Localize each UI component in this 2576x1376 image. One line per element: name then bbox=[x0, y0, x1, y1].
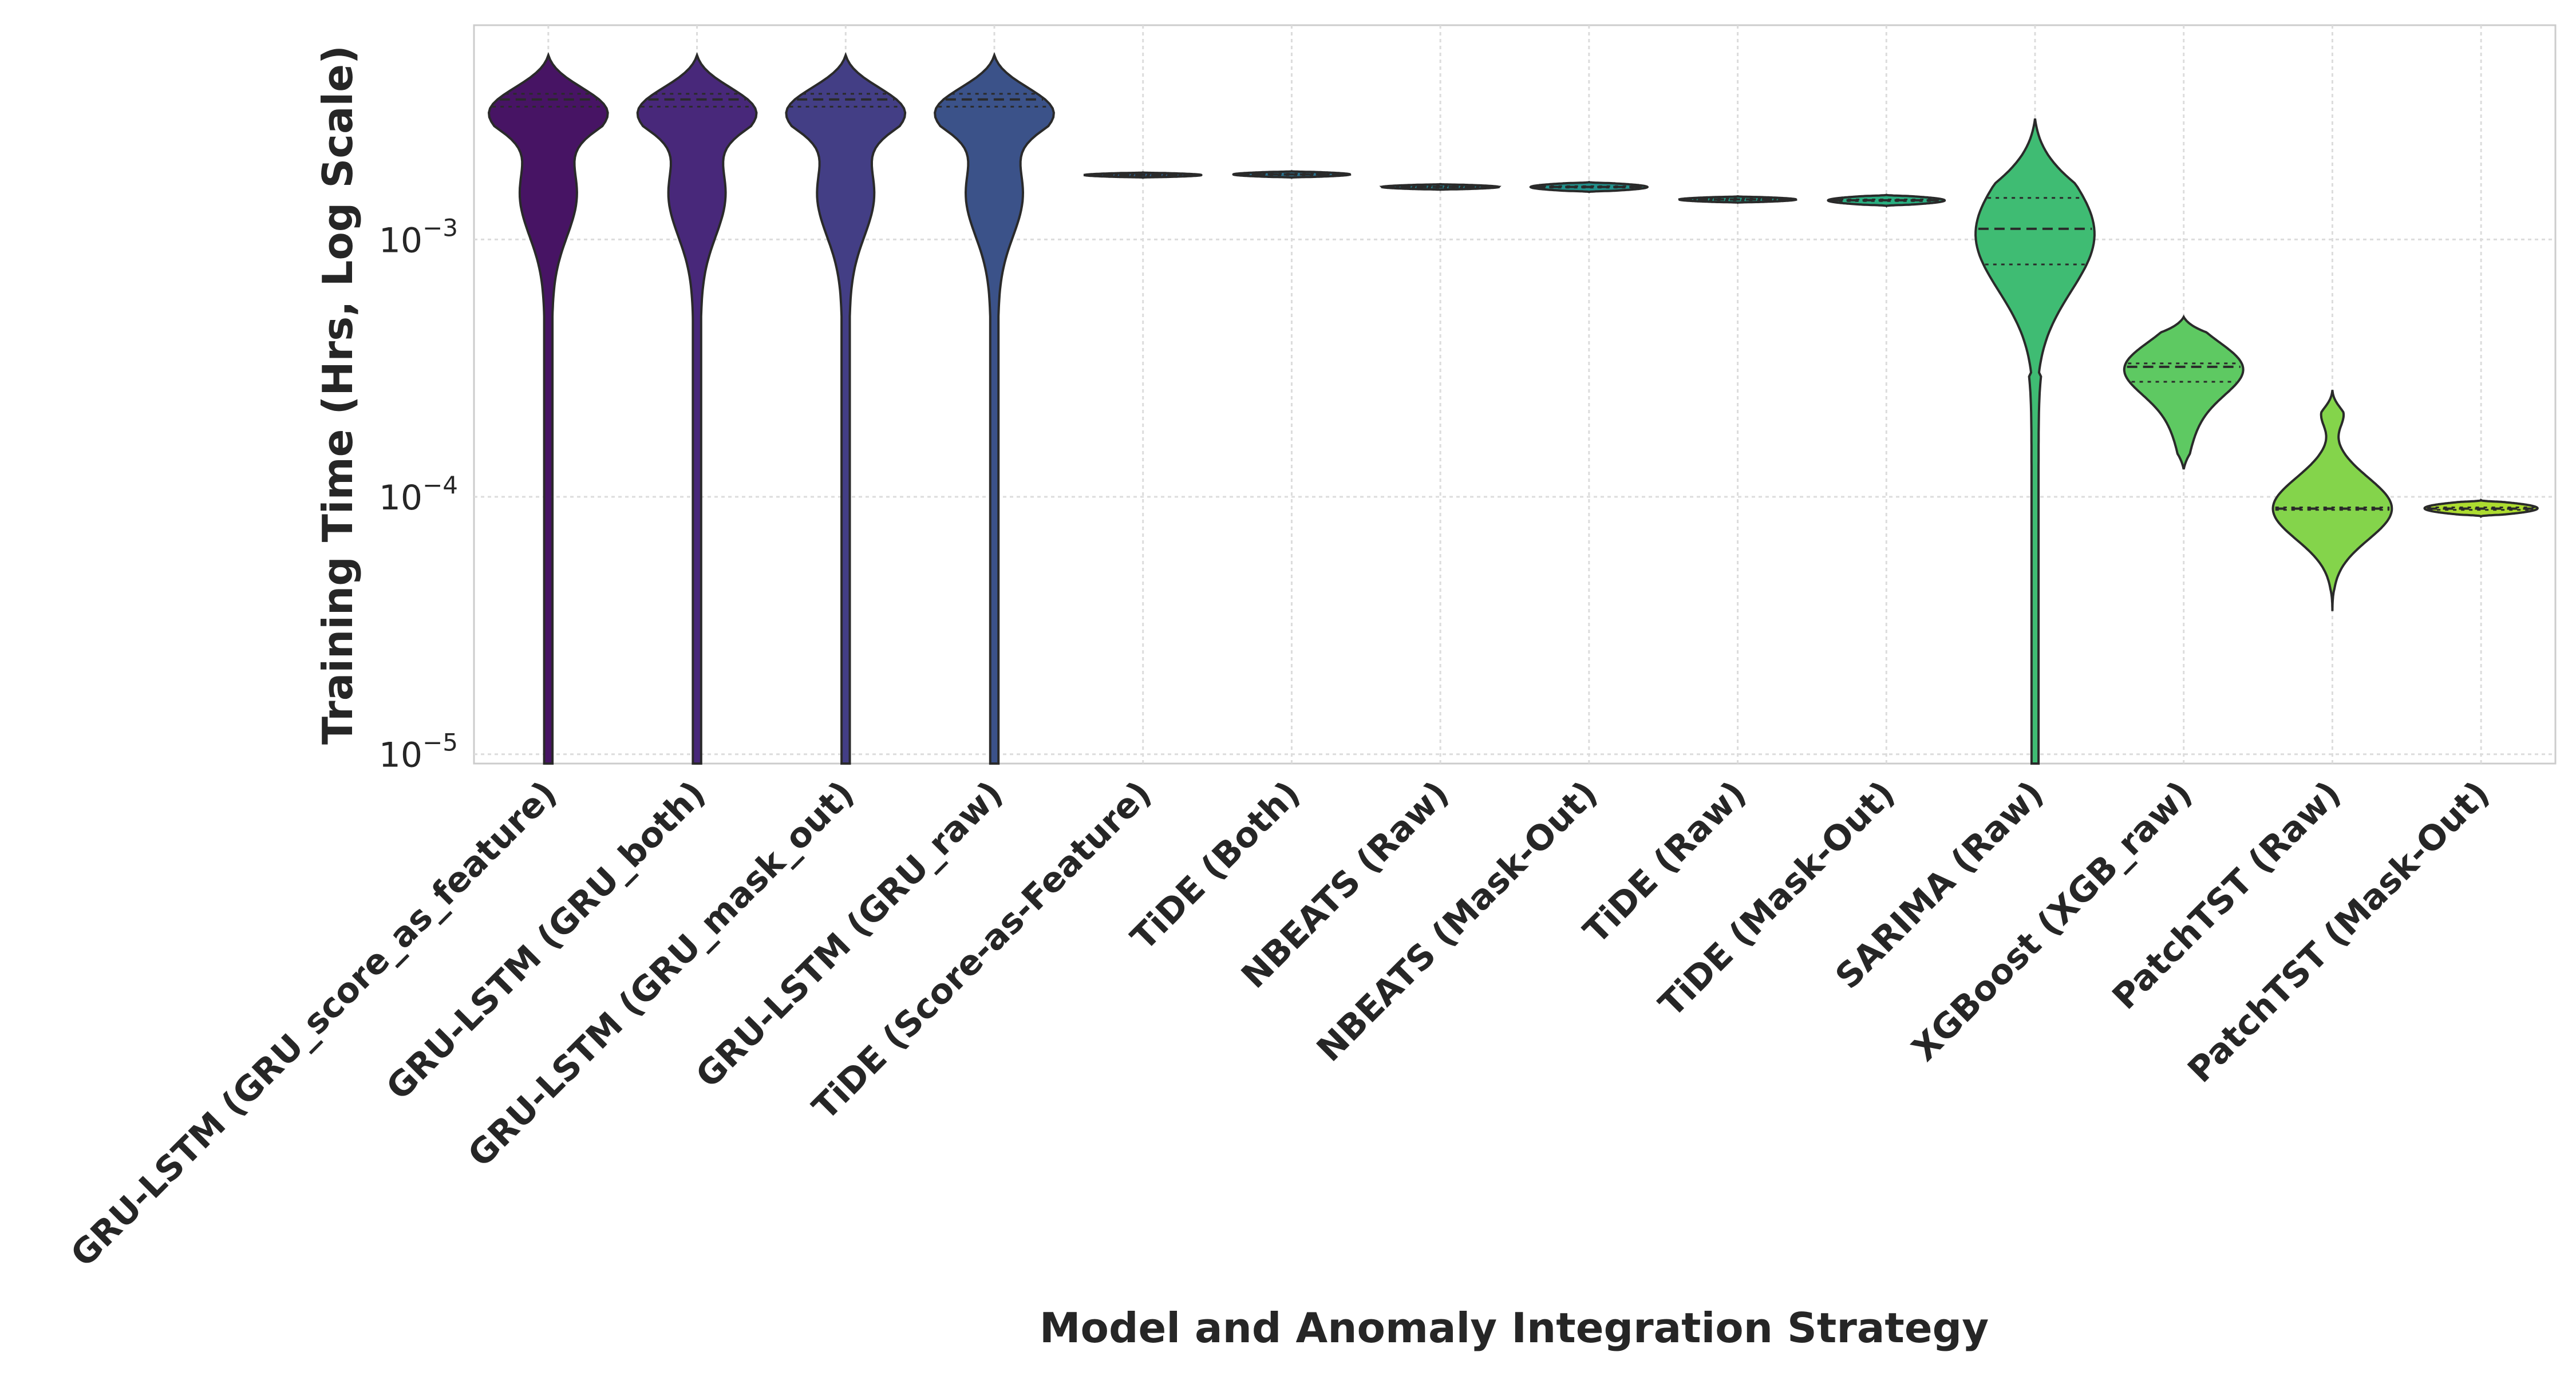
grid-lines bbox=[474, 25, 2555, 764]
x-tick-label: XGBoost (XGB_raw) bbox=[1905, 773, 2200, 1069]
violin-body bbox=[934, 52, 1055, 765]
violin-body bbox=[2271, 390, 2393, 611]
x-tick-labels: GRU-LSTM (GRU_score_as_feature)GRU-LSTM … bbox=[63, 773, 2497, 1275]
x-tick-label: GRU-LSTM (GRU_both) bbox=[379, 773, 714, 1108]
violin-body bbox=[636, 52, 758, 765]
x-axis-label: Model and Anomaly Integration Strategy bbox=[1040, 1304, 1989, 1352]
y-tick-label: 10−4 bbox=[379, 471, 458, 518]
violin-body bbox=[2123, 314, 2245, 470]
violins bbox=[487, 52, 2539, 765]
y-tick-labels: 10−5 10−4 10−3 bbox=[379, 213, 458, 775]
violin-body bbox=[487, 52, 609, 765]
y-tick-label: 10−5 bbox=[379, 729, 458, 776]
y-tick-label: 10−3 bbox=[379, 213, 458, 260]
x-tick-label: NBEATS (Mask-Out) bbox=[1309, 773, 1605, 1069]
violin-body bbox=[1974, 118, 2096, 765]
y-axis-label: Training Time (Hrs, Log Scale) bbox=[314, 45, 362, 745]
violin-body bbox=[785, 52, 907, 765]
x-tick-label: PatchTST (Mask-Out) bbox=[2180, 773, 2498, 1090]
plot-area bbox=[473, 24, 2557, 765]
x-tick-label: GRU-LSTM (GRU_raw) bbox=[688, 773, 1010, 1096]
